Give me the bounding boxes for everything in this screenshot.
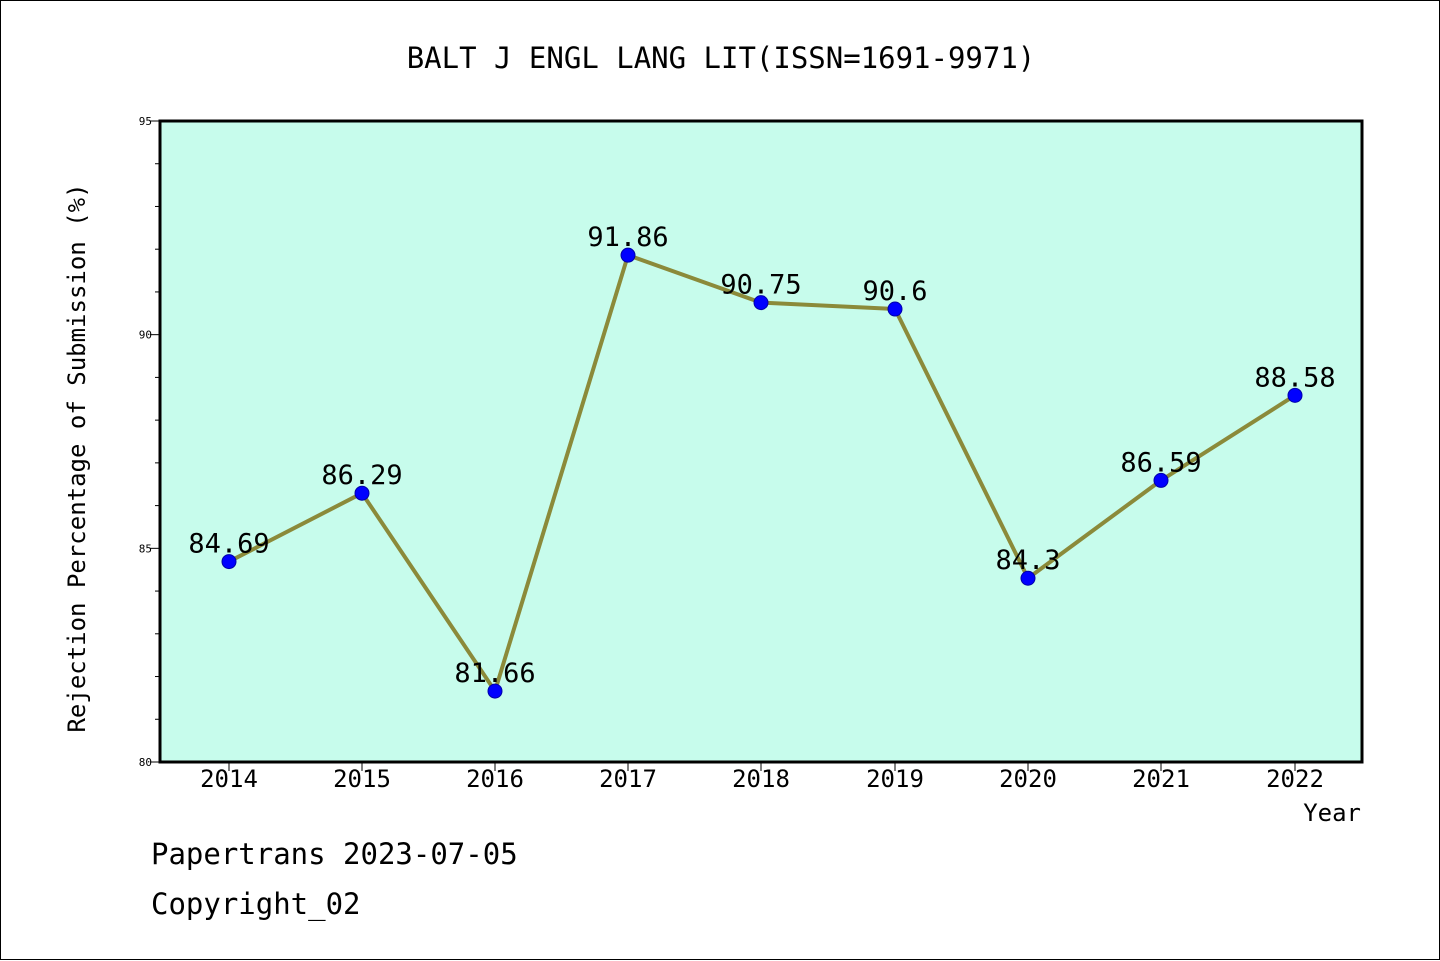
y-tick-label: 95 <box>139 115 152 128</box>
x-tick-label: 2022 <box>1266 765 1324 793</box>
chart-title: BALT J ENGL LANG LIT(ISSN=1691-9971) <box>407 41 1036 75</box>
data-label: 91.86 <box>587 222 668 253</box>
data-label: 86.29 <box>321 460 402 491</box>
x-tick-label: 2015 <box>333 765 391 793</box>
y-axis-label: Rejection Percentage of Submission (%) <box>63 183 91 732</box>
data-label: 84.3 <box>995 545 1060 576</box>
data-point <box>221 554 237 570</box>
data-point <box>487 683 503 699</box>
x-tick-label: 2020 <box>999 765 1057 793</box>
y-tick-label: 80 <box>139 756 152 769</box>
footer-copyright-line: Copyright_02 <box>151 887 361 921</box>
data-point <box>1153 472 1169 488</box>
data-label: 88.58 <box>1254 362 1335 393</box>
data-point <box>620 247 636 263</box>
data-point <box>887 301 903 317</box>
x-tick-label: 2017 <box>599 765 657 793</box>
x-axis: 2014 2015 2016 2017 2018 2019 2020 2021 2022 <box>200 762 1324 793</box>
plot-area <box>160 121 1362 762</box>
data-label: 81.66 <box>454 658 535 689</box>
data-label: 90.75 <box>720 270 801 301</box>
data-label: 86.59 <box>1120 447 1201 478</box>
y-tick-label: 85 <box>139 542 152 555</box>
footer-date-line: Papertrans 2023-07-05 <box>151 837 518 871</box>
x-tick-label: 2014 <box>200 765 258 793</box>
series-layer <box>221 247 1303 699</box>
data-point <box>354 485 370 501</box>
x-axis-label: Year <box>1303 799 1361 827</box>
x-tick-label: 2019 <box>866 765 924 793</box>
x-tick-label: 2016 <box>466 765 524 793</box>
data-point <box>1020 570 1036 586</box>
x-tick-label: 2018 <box>732 765 790 793</box>
data-label: 84.69 <box>188 529 269 560</box>
data-point <box>753 295 769 311</box>
data-point <box>1287 387 1303 403</box>
data-label: 90.6 <box>862 276 927 307</box>
y-axis: 80 85 90 95 <box>139 115 160 769</box>
data-label-layer: 84.69 86.29 81.66 91.86 90.75 90.6 84.3 86.59 88… <box>188 222 1335 689</box>
x-tick-label: 2021 <box>1132 765 1190 793</box>
y-tick-label: 90 <box>139 329 152 342</box>
plot-border <box>158 119 1364 764</box>
